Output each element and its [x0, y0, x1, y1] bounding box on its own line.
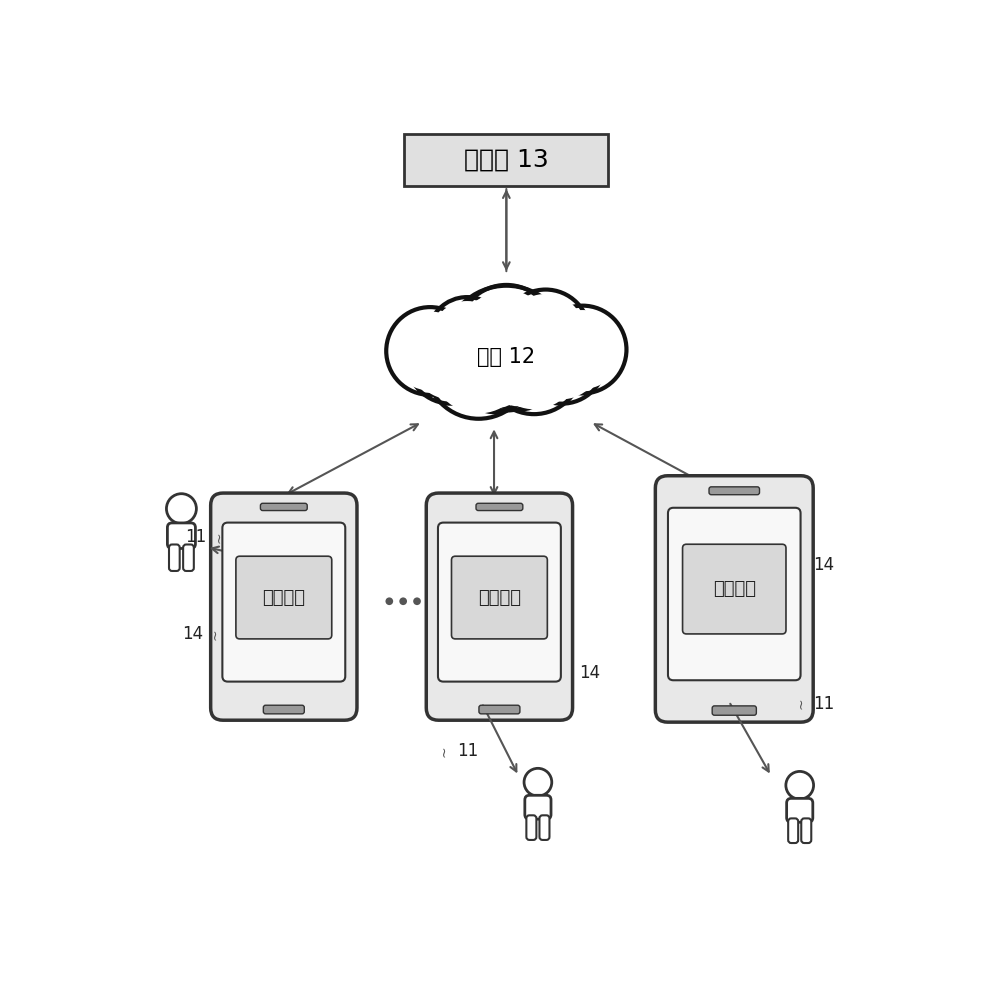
Circle shape	[490, 322, 578, 409]
FancyBboxPatch shape	[438, 523, 561, 682]
Circle shape	[399, 597, 407, 605]
FancyBboxPatch shape	[210, 493, 357, 720]
Circle shape	[455, 334, 535, 412]
Text: ~: ~	[208, 629, 222, 640]
Circle shape	[524, 768, 551, 796]
FancyBboxPatch shape	[709, 487, 760, 495]
Text: ~: ~	[794, 698, 808, 709]
Circle shape	[538, 306, 626, 393]
Circle shape	[543, 310, 622, 389]
FancyBboxPatch shape	[786, 798, 813, 822]
Text: 应用程序: 应用程序	[263, 589, 305, 607]
FancyBboxPatch shape	[655, 476, 813, 722]
FancyBboxPatch shape	[525, 795, 551, 819]
FancyBboxPatch shape	[426, 493, 573, 720]
Text: 服务器 13: 服务器 13	[464, 148, 548, 172]
FancyBboxPatch shape	[264, 705, 304, 714]
Circle shape	[518, 316, 606, 404]
Circle shape	[411, 320, 490, 399]
Circle shape	[459, 338, 531, 408]
FancyBboxPatch shape	[169, 544, 180, 571]
Circle shape	[462, 290, 550, 377]
Text: 11: 11	[813, 695, 835, 713]
FancyBboxPatch shape	[183, 544, 194, 571]
Circle shape	[485, 340, 551, 406]
Circle shape	[457, 285, 555, 382]
FancyBboxPatch shape	[683, 544, 786, 634]
FancyBboxPatch shape	[539, 815, 549, 840]
Text: ~: ~	[212, 532, 226, 543]
Circle shape	[407, 316, 495, 404]
FancyBboxPatch shape	[476, 503, 523, 511]
Circle shape	[428, 297, 506, 376]
Text: 11: 11	[457, 742, 478, 760]
Circle shape	[451, 292, 562, 404]
FancyBboxPatch shape	[167, 523, 196, 548]
FancyBboxPatch shape	[668, 508, 800, 680]
Circle shape	[386, 307, 474, 395]
Text: ~: ~	[437, 746, 451, 757]
FancyBboxPatch shape	[712, 706, 757, 715]
Circle shape	[431, 318, 527, 413]
Circle shape	[390, 311, 469, 391]
Circle shape	[481, 336, 555, 410]
Text: 14: 14	[813, 556, 835, 574]
FancyBboxPatch shape	[261, 503, 307, 511]
Circle shape	[485, 317, 583, 414]
Circle shape	[523, 320, 602, 399]
Circle shape	[444, 286, 569, 410]
FancyBboxPatch shape	[236, 556, 332, 639]
Text: 14: 14	[182, 625, 203, 643]
FancyBboxPatch shape	[222, 523, 345, 682]
Circle shape	[426, 312, 532, 419]
Circle shape	[166, 494, 197, 524]
FancyBboxPatch shape	[788, 818, 798, 843]
FancyBboxPatch shape	[527, 815, 536, 840]
Text: 网络 12: 网络 12	[477, 347, 535, 367]
Text: 11: 11	[186, 528, 206, 546]
Text: 应用程序: 应用程序	[478, 589, 521, 607]
Text: 应用程序: 应用程序	[712, 580, 756, 598]
Circle shape	[785, 771, 813, 799]
Circle shape	[502, 290, 590, 377]
FancyBboxPatch shape	[801, 818, 811, 843]
Circle shape	[432, 301, 503, 372]
FancyBboxPatch shape	[452, 556, 547, 639]
Circle shape	[506, 294, 585, 373]
Text: 14: 14	[579, 664, 600, 682]
FancyBboxPatch shape	[479, 705, 520, 714]
FancyBboxPatch shape	[404, 134, 609, 186]
Circle shape	[413, 597, 421, 605]
Circle shape	[385, 597, 393, 605]
